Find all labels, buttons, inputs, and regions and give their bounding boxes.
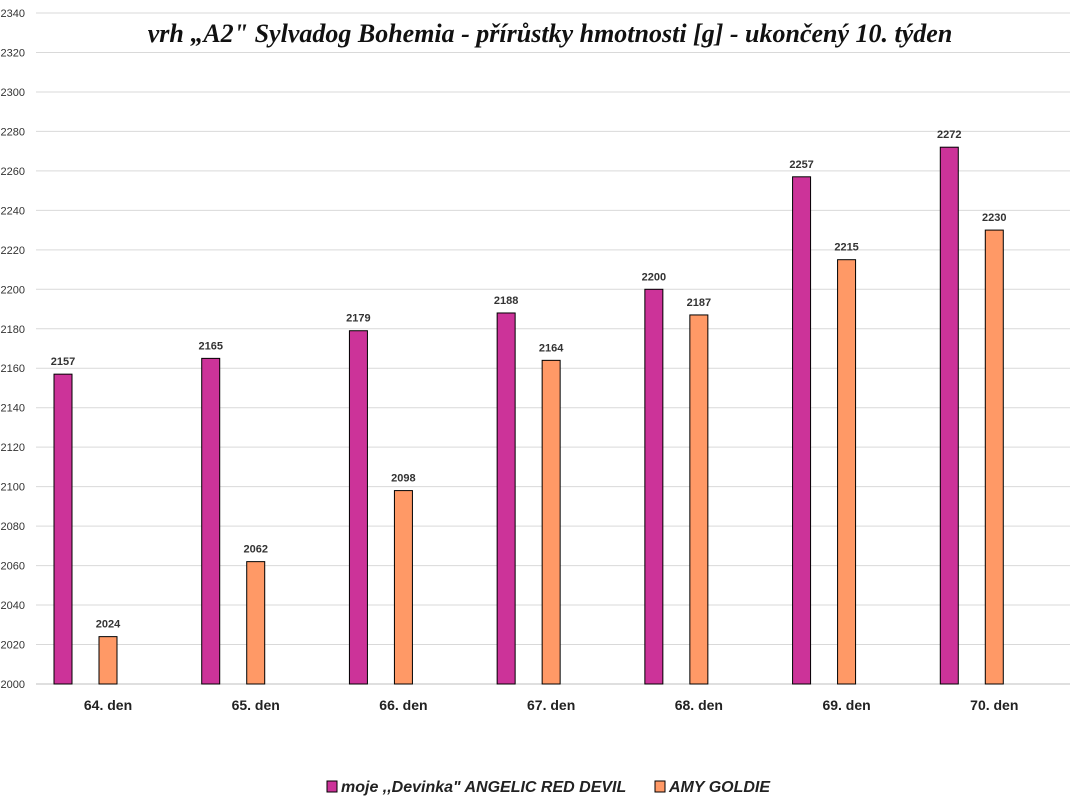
bar: [348, 330, 368, 685]
x-tick-label: 70. den: [970, 697, 1018, 713]
data-label: 2165: [198, 340, 222, 352]
y-tick-label: 2100: [1, 482, 25, 494]
y-tick-label: 2160: [1, 363, 25, 375]
legend: moje ,,Devinka" ANGELIC RED DEVIL AMY GOL…: [326, 779, 771, 796]
y-tick-label: 2020: [1, 640, 25, 652]
y-tick-label: 2280: [1, 126, 25, 138]
data-label: 2187: [687, 297, 711, 309]
y-tick-label: 2040: [1, 600, 25, 612]
bar: [792, 176, 812, 685]
y-tick-label: 2340: [1, 8, 25, 20]
chart-title: vrh „A2" Sylvadog Bohemia - přírůstky hm…: [148, 19, 953, 48]
x-tick-label: 67. den: [527, 697, 575, 713]
legend-swatch: [326, 780, 338, 793]
y-tick-label: 2180: [1, 324, 25, 336]
data-label: 2157: [51, 356, 75, 368]
data-label: 2200: [642, 271, 666, 283]
bar: [393, 490, 413, 685]
data-label: 2230: [982, 212, 1006, 224]
x-axis-ticks: 64. den 65. den 66. den 67. den 68. den 69. d…: [84, 697, 1019, 713]
bar: [496, 312, 516, 685]
y-tick-label: 2140: [1, 403, 25, 415]
data-labels: 2157 2024 2165 2062 2179 2098 2188 2164 2200 2187…: [51, 129, 1007, 630]
x-tick-label: 68. den: [675, 697, 723, 713]
data-label: 2188: [494, 295, 518, 307]
bar: [689, 314, 709, 685]
bar: [984, 229, 1004, 685]
y-tick-label: 2080: [1, 521, 25, 533]
y-tick-label: 2000: [1, 679, 25, 691]
y-tick-label: 2220: [1, 245, 25, 257]
x-tick-label: 64. den: [84, 697, 132, 713]
data-label: 2272: [937, 129, 961, 141]
bar: [246, 561, 266, 685]
data-label: 2179: [346, 313, 370, 325]
bars: [53, 146, 1004, 685]
bar: [53, 373, 73, 685]
bar: [541, 359, 561, 685]
data-label: 2164: [539, 342, 564, 354]
data-label: 2024: [96, 619, 121, 631]
data-label: 2257: [789, 159, 813, 171]
y-axis-ticks: 2000 2020 2040 2060 2080 2100 2120 2140 2160 2180…: [1, 8, 25, 691]
x-tick-label: 65. den: [232, 697, 280, 713]
legend-label: moje ,,Devinka" ANGELIC RED DEVIL: [341, 779, 626, 796]
y-tick-label: 2260: [1, 166, 25, 178]
bar: [939, 146, 959, 685]
bar: [201, 357, 221, 685]
data-label: 2215: [834, 242, 858, 254]
y-tick-label: 2300: [1, 87, 25, 99]
y-tick-label: 2240: [1, 205, 25, 217]
y-tick-label: 2120: [1, 442, 25, 454]
legend-swatch: [654, 780, 666, 793]
data-label: 2098: [391, 473, 415, 485]
bar: [837, 259, 857, 685]
x-tick-label: 69. den: [822, 697, 870, 713]
bar: [98, 636, 118, 685]
legend-label: AMY GOLDIE: [668, 779, 771, 796]
data-label: 2062: [243, 544, 267, 556]
x-tick-label: 66. den: [379, 697, 427, 713]
bar: [644, 288, 664, 685]
y-tick-label: 2200: [1, 284, 25, 296]
y-tick-label: 2320: [1, 47, 25, 59]
y-tick-label: 2060: [1, 561, 25, 573]
